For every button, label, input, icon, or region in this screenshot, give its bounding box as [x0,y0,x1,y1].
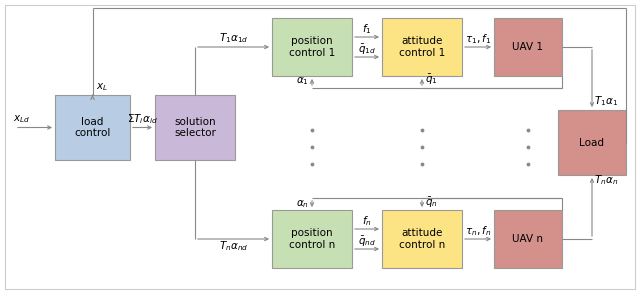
Text: $x_{Ld}$: $x_{Ld}$ [13,113,30,125]
Text: load
control: load control [74,117,111,138]
Text: $\Sigma T_i\alpha_{id}$: $\Sigma T_i\alpha_{id}$ [127,113,158,126]
FancyBboxPatch shape [494,210,562,268]
Text: $\bar{q}_{nd}$: $\bar{q}_{nd}$ [358,235,376,249]
Text: $T_n\alpha_n$: $T_n\alpha_n$ [594,173,618,187]
Text: attitude
control 1: attitude control 1 [399,36,445,58]
FancyBboxPatch shape [55,95,130,160]
Text: position
control n: position control n [289,228,335,250]
Text: $\bar{q}_{1d}$: $\bar{q}_{1d}$ [358,43,376,57]
Text: UAV 1: UAV 1 [513,42,543,52]
FancyBboxPatch shape [155,95,235,160]
Text: $x_L$: $x_L$ [97,81,109,93]
Text: $\bar{q}_n$: $\bar{q}_n$ [425,196,438,210]
Text: $f_n$: $f_n$ [362,214,372,228]
Text: $\tau_n, f_n$: $\tau_n, f_n$ [465,224,491,238]
Text: solution
selector: solution selector [174,117,216,138]
FancyBboxPatch shape [558,110,626,175]
FancyBboxPatch shape [272,18,352,76]
Text: UAV n: UAV n [513,234,543,244]
Text: $\bar{q}_1$: $\bar{q}_1$ [425,73,438,87]
Text: Load: Load [579,138,605,148]
FancyBboxPatch shape [494,18,562,76]
Text: $f_1$: $f_1$ [362,22,372,36]
Text: $T_1\alpha_1$: $T_1\alpha_1$ [594,94,618,108]
Text: $\alpha_n$: $\alpha_n$ [296,198,309,210]
Text: $\tau_1, f_1$: $\tau_1, f_1$ [465,32,491,46]
FancyBboxPatch shape [272,210,352,268]
Text: $\alpha_1$: $\alpha_1$ [296,75,309,87]
FancyBboxPatch shape [382,210,462,268]
Text: position
control 1: position control 1 [289,36,335,58]
Text: $T_n\alpha_{nd}$: $T_n\alpha_{nd}$ [219,239,248,253]
Text: $T_1\alpha_{1d}$: $T_1\alpha_{1d}$ [219,31,248,45]
Text: attitude
control n: attitude control n [399,228,445,250]
FancyBboxPatch shape [382,18,462,76]
